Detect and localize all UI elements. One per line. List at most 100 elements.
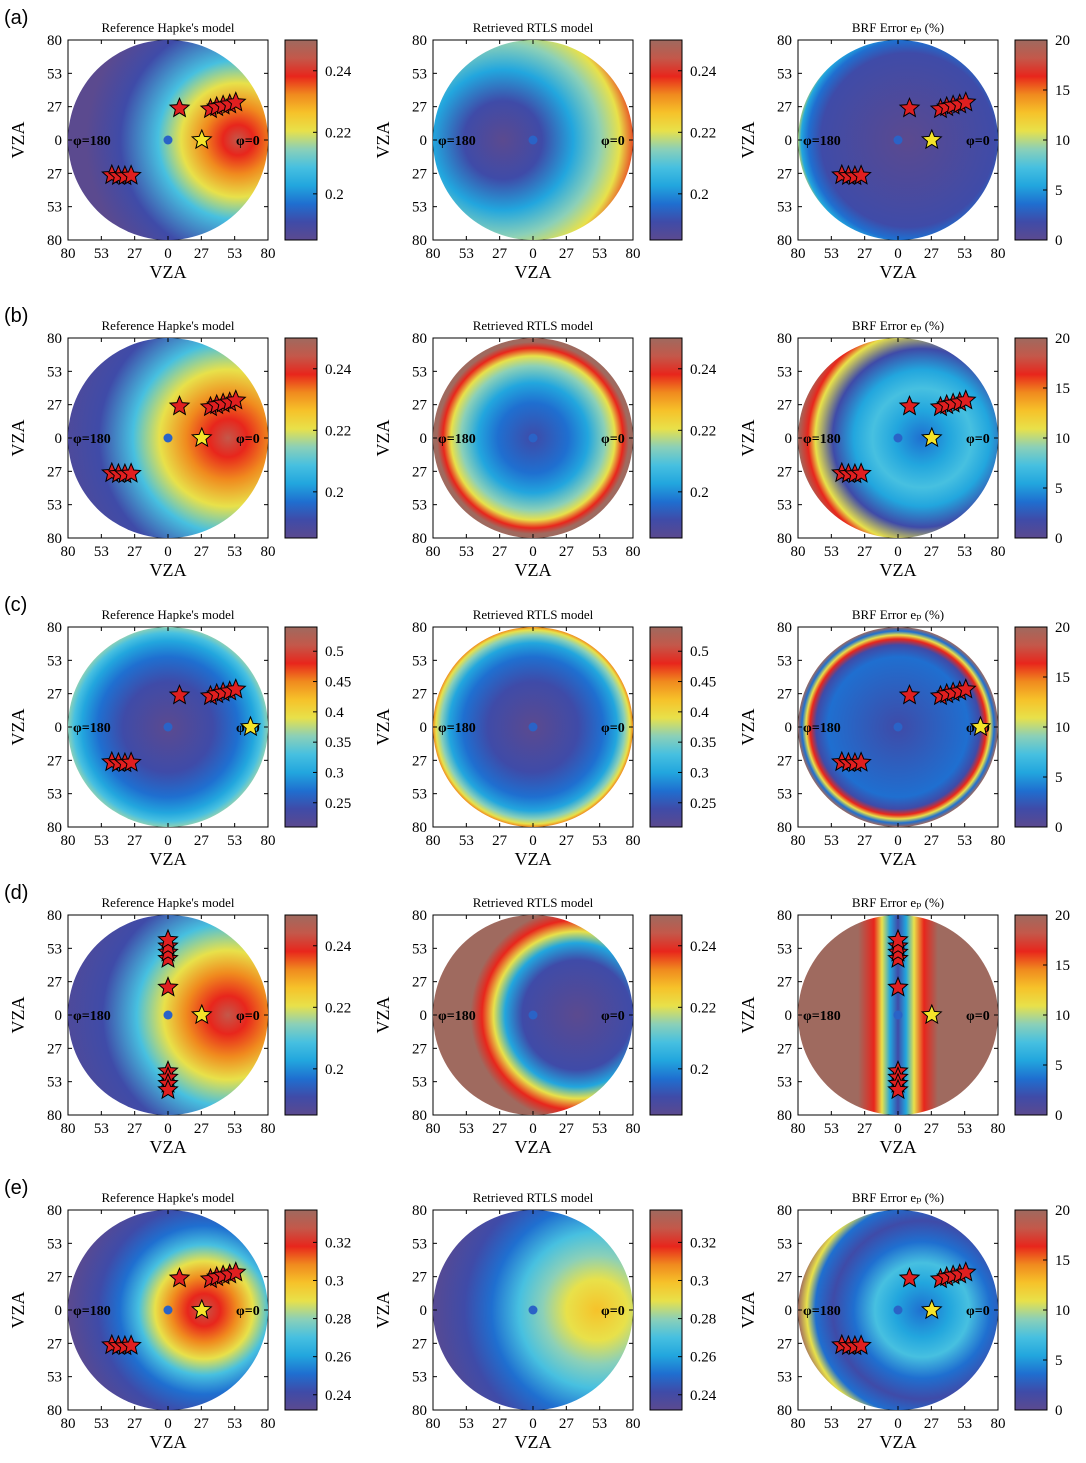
colorbar bbox=[649, 39, 683, 241]
sample-star bbox=[850, 462, 872, 483]
x-tick-label: 80 bbox=[791, 1121, 806, 1137]
x-tick-label: 80 bbox=[426, 246, 441, 262]
x-axis-label: VZA bbox=[515, 262, 552, 282]
y-axis-label: VZA bbox=[8, 709, 28, 746]
phi-0-label: φ=0 bbox=[966, 1009, 990, 1024]
y-tick-label: 80 bbox=[412, 908, 427, 924]
colorbar-tick-label: 0.26 bbox=[325, 1350, 352, 1366]
x-tick-label: 27 bbox=[492, 544, 508, 560]
row-label: (c) bbox=[4, 594, 27, 616]
x-tick-label: 53 bbox=[459, 1416, 474, 1432]
x-tick-label: 80 bbox=[261, 1121, 276, 1137]
x-tick-label: 53 bbox=[459, 1121, 474, 1137]
x-tick-label: 53 bbox=[94, 246, 109, 262]
y-tick-label: 80 bbox=[47, 620, 62, 636]
phi-180-label: φ=180 bbox=[803, 721, 841, 736]
y-tick-label: 53 bbox=[47, 1075, 62, 1091]
x-tick-label: 27 bbox=[924, 246, 940, 262]
y-tick-label: 53 bbox=[47, 941, 62, 957]
sample-star bbox=[120, 164, 142, 185]
phi-0-label: φ=0 bbox=[601, 721, 625, 736]
sample-star bbox=[225, 678, 247, 699]
nadir-dot bbox=[528, 1010, 538, 1020]
sample-star bbox=[887, 947, 909, 968]
sun-star bbox=[920, 426, 943, 448]
sun-star bbox=[190, 1003, 213, 1025]
colorbar-tick-label: 15 bbox=[1055, 958, 1070, 974]
y-tick-label: 0 bbox=[420, 1303, 428, 1319]
y-tick-label: 80 bbox=[47, 820, 62, 836]
nadir-dot bbox=[528, 135, 538, 145]
colorbar bbox=[1014, 337, 1048, 539]
colorbar-tick-label: 20 bbox=[1055, 620, 1070, 636]
x-tick-label: 53 bbox=[459, 833, 474, 849]
colorbar-tick-label: 10 bbox=[1055, 1008, 1070, 1024]
x-tick-label: 27 bbox=[194, 833, 210, 849]
y-tick-label: 0 bbox=[785, 431, 793, 447]
x-tick-label: 53 bbox=[824, 1121, 839, 1137]
y-tick-label: 0 bbox=[785, 1303, 793, 1319]
x-axis-label: VZA bbox=[880, 560, 917, 580]
sample-star bbox=[955, 678, 977, 699]
x-tick-label: 0 bbox=[894, 246, 902, 262]
phi-180-label: φ=180 bbox=[803, 134, 841, 149]
y-tick-label: 27 bbox=[412, 166, 428, 182]
y-tick-label: 27 bbox=[412, 398, 428, 414]
y-tick-label: 0 bbox=[420, 1008, 428, 1024]
colorbar-tick-label: 0.2 bbox=[690, 485, 709, 501]
y-tick-label: 27 bbox=[47, 1041, 63, 1057]
nadir-dot bbox=[163, 135, 173, 145]
colorbar-tick-label: 0.25 bbox=[325, 796, 351, 812]
x-tick-label: 80 bbox=[991, 544, 1006, 560]
phi-0-label: φ=0 bbox=[236, 432, 260, 447]
x-tick-label: 27 bbox=[194, 544, 210, 560]
colorbar-tick-label: 0.2 bbox=[690, 187, 709, 203]
sun-star bbox=[190, 1298, 213, 1320]
colorbar-tick-label: 15 bbox=[1055, 83, 1070, 99]
x-tick-label: 80 bbox=[261, 246, 276, 262]
colorbar-tick-label: 0.2 bbox=[325, 485, 344, 501]
x-tick-label: 80 bbox=[261, 544, 276, 560]
x-tick-label: 53 bbox=[957, 544, 972, 560]
x-tick-label: 80 bbox=[626, 1121, 641, 1137]
sample-star bbox=[898, 395, 921, 416]
colorbar-tick-label: 0.22 bbox=[325, 1000, 351, 1016]
panel-title: BRF Error eₚ (%) bbox=[852, 895, 944, 910]
phi-180-label: φ=180 bbox=[73, 721, 111, 736]
phi-180-label: φ=180 bbox=[438, 721, 476, 736]
sample-star bbox=[157, 934, 179, 956]
sample-star bbox=[120, 751, 142, 772]
y-tick-label: 80 bbox=[777, 820, 792, 836]
y-tick-label: 80 bbox=[412, 331, 427, 347]
x-tick-label: 27 bbox=[194, 1121, 210, 1137]
y-tick-label: 80 bbox=[47, 331, 62, 347]
colorbar-tick-label: 5 bbox=[1055, 1353, 1063, 1369]
colorbar-tick-label: 0.32 bbox=[690, 1235, 716, 1251]
panel-title: Retrieved RTLS model bbox=[473, 607, 594, 622]
x-tick-label: 80 bbox=[626, 544, 641, 560]
colorbar-tick-label: 5 bbox=[1055, 481, 1063, 497]
y-tick-label: 27 bbox=[47, 687, 63, 703]
row-label: (e) bbox=[4, 1177, 28, 1199]
x-tick-label: 80 bbox=[61, 246, 76, 262]
panel-0-2: BRF Error eₚ (%)808053532727002727535380… bbox=[738, 20, 1070, 282]
phi-0-label: φ=0 bbox=[236, 1304, 260, 1319]
phi-180-label: φ=180 bbox=[438, 1009, 476, 1024]
nadir-dot bbox=[528, 433, 538, 443]
colorbar-tick-label: 0.45 bbox=[325, 675, 351, 691]
x-tick-label: 53 bbox=[227, 246, 242, 262]
x-tick-label: 53 bbox=[94, 1416, 109, 1432]
y-tick-label: 27 bbox=[777, 753, 793, 769]
x-tick-label: 27 bbox=[857, 246, 873, 262]
y-tick-label: 53 bbox=[47, 1370, 62, 1386]
sample-star bbox=[157, 941, 179, 962]
colorbar bbox=[1014, 1209, 1048, 1411]
colorbar-tick-label: 0 bbox=[1055, 531, 1063, 547]
sun-star bbox=[920, 128, 943, 150]
sun-star bbox=[920, 1003, 943, 1025]
colorbar-tick-label: 0.22 bbox=[325, 423, 351, 439]
x-tick-label: 53 bbox=[824, 544, 839, 560]
panel-title: BRF Error eₚ (%) bbox=[852, 607, 944, 622]
y-tick-label: 53 bbox=[47, 1236, 62, 1252]
colorbar-tick-label: 20 bbox=[1055, 908, 1070, 924]
